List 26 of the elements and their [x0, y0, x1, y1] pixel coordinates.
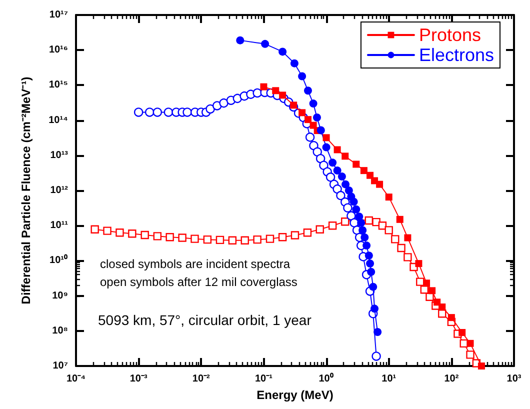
y-tick-label: 10¹⁶: [48, 44, 68, 56]
x-tick-label: 10³: [506, 374, 522, 384]
legend-label: Electrons: [418, 45, 494, 65]
annotation: 5093 km, 57°, circular orbit, 1 year: [98, 312, 312, 328]
annotation: closed symbols are incident spectra: [100, 257, 290, 271]
y-tick-label: 10⁸: [52, 325, 68, 336]
x-tick-label: 10⁻⁴: [66, 374, 86, 384]
y-tick-label: 10¹⁰: [50, 254, 68, 266]
x-axis-title: Energy (MeV): [256, 388, 334, 402]
y-tick-label: 10¹⁵: [48, 80, 68, 91]
x-tick-label: 10²: [444, 374, 460, 384]
x-tick-label: 10⁻¹: [254, 374, 274, 384]
annotation: open symbols after 12 mil coverglass: [100, 275, 298, 289]
y-tick-label: 10⁹: [52, 290, 68, 302]
legend-label: Protons: [418, 25, 482, 45]
x-tick-label: 10⁻²: [192, 374, 211, 384]
y-axis-title: Differential Particle Fluence (cm⁻²MeV⁻¹): [19, 76, 33, 304]
x-tick-label: 10¹: [382, 374, 397, 384]
y-tick-label: 10⁷: [52, 360, 68, 372]
y-tick-label: 10¹⁴: [48, 114, 68, 126]
y-tick-label: 10¹³: [50, 150, 69, 161]
x-tick-label: 10⁻³: [130, 374, 148, 384]
y-tick-label: 10¹²: [50, 185, 69, 196]
x-tick-label: 10⁰: [318, 372, 334, 384]
y-tick-label: 10¹⁷: [49, 10, 68, 20]
y-tick-label: 10¹¹: [50, 220, 69, 232]
